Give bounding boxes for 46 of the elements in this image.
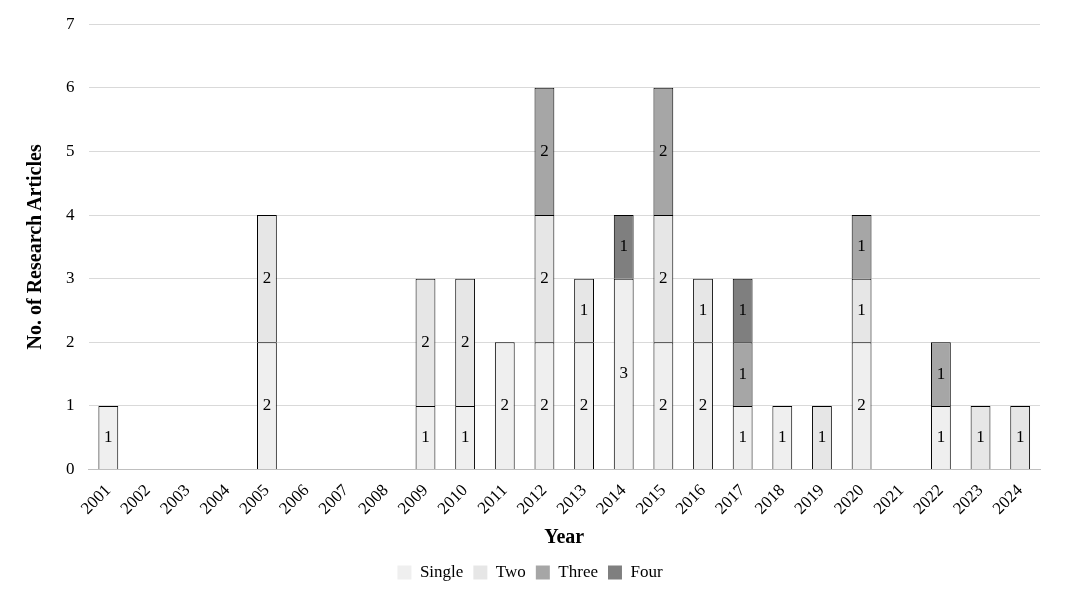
data-label: 1 bbox=[104, 426, 113, 446]
data-label: 1 bbox=[936, 426, 946, 446]
data-label: 1 bbox=[857, 299, 866, 319]
data-label: 2 bbox=[659, 268, 668, 288]
y-tick-label: 0 bbox=[66, 459, 75, 478]
y-tick-label: 2 bbox=[66, 331, 75, 351]
y-tick-label: 6 bbox=[66, 77, 75, 97]
data-label: 2 bbox=[540, 395, 549, 415]
data-label: 1 bbox=[619, 236, 628, 256]
data-label: 1 bbox=[817, 426, 827, 446]
data-label: 1 bbox=[738, 426, 747, 446]
data-label: 2 bbox=[659, 395, 668, 415]
data-label: 1 bbox=[778, 426, 787, 446]
data-label: 2 bbox=[500, 395, 510, 415]
legend-label: Three bbox=[558, 561, 598, 581]
data-label: 1 bbox=[738, 363, 747, 383]
data-label: 1 bbox=[460, 426, 470, 446]
data-label: 1 bbox=[1015, 426, 1025, 446]
y-axis-title: No. of Research Articles bbox=[23, 144, 46, 350]
data-label: 2 bbox=[857, 395, 866, 415]
data-label: 1 bbox=[698, 299, 708, 319]
data-label: 3 bbox=[619, 363, 628, 383]
data-label: 1 bbox=[421, 426, 430, 446]
x-axis-title: Year bbox=[544, 525, 585, 548]
y-tick-label: 4 bbox=[66, 204, 75, 224]
data-label: 2 bbox=[460, 331, 470, 351]
data-label: 2 bbox=[421, 331, 430, 351]
legend-label: Single bbox=[419, 561, 464, 581]
y-tick-label: 1 bbox=[66, 395, 75, 415]
data-label: 2 bbox=[540, 140, 549, 160]
data-label: 1 bbox=[857, 236, 866, 256]
data-label: 1 bbox=[738, 299, 747, 319]
legend-label: Four bbox=[630, 561, 663, 581]
data-label: 2 bbox=[579, 395, 589, 415]
y-tick-label: 7 bbox=[66, 13, 75, 33]
legend-label: Two bbox=[495, 561, 526, 581]
data-label: 1 bbox=[579, 299, 589, 319]
data-label: 1 bbox=[936, 363, 946, 383]
data-label: 2 bbox=[540, 268, 549, 288]
data-label: 2 bbox=[698, 395, 708, 415]
data-label: 2 bbox=[262, 268, 272, 288]
y-tick-label: 5 bbox=[66, 140, 75, 160]
data-label: 2 bbox=[262, 395, 272, 415]
y-tick-label: 3 bbox=[66, 268, 75, 288]
data-label: 1 bbox=[976, 426, 985, 446]
data-label: 2 bbox=[659, 140, 668, 160]
